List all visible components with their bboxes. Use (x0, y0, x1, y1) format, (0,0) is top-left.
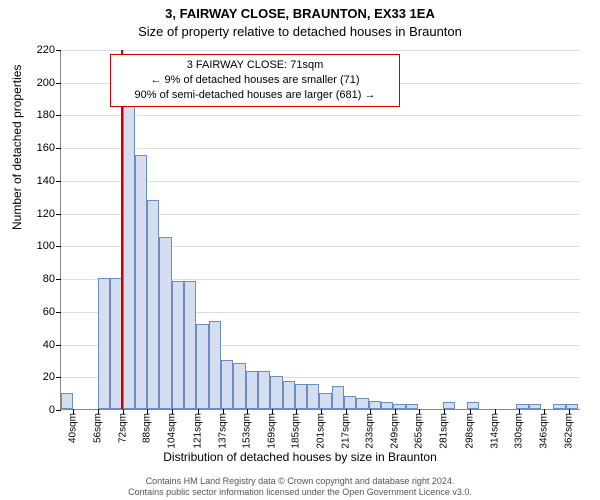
histogram-bar (147, 200, 159, 409)
ytick-mark (56, 246, 61, 247)
histogram-bar (369, 401, 381, 409)
xtick-label: 233sqm (365, 413, 376, 449)
histogram-bar (159, 237, 171, 409)
histogram-bar (135, 155, 147, 409)
histogram-bar (381, 402, 393, 409)
ytick-mark (56, 181, 61, 182)
histogram-bar (406, 404, 418, 409)
histogram-bar (356, 398, 368, 409)
histogram-bar (516, 404, 528, 409)
xtick-label: 314sqm (489, 413, 500, 449)
xtick-label: 153sqm (242, 413, 253, 449)
histogram-bar (196, 324, 208, 409)
ytick-mark (56, 377, 61, 378)
ytick-mark (56, 50, 61, 51)
ytick-label: 80 (43, 273, 55, 285)
gridline (61, 148, 580, 149)
page-subtitle: Size of property relative to detached ho… (0, 24, 600, 39)
page-title: 3, FAIRWAY CLOSE, BRAUNTON, EX33 1EA (0, 6, 600, 21)
histogram-bar (61, 393, 73, 409)
xtick-label: 56sqm (92, 413, 103, 443)
histogram-bar (172, 281, 184, 409)
ytick-mark (56, 214, 61, 215)
xtick-label: 169sqm (266, 413, 277, 449)
gridline (61, 115, 580, 116)
histogram-bar (221, 360, 233, 409)
xtick-label: 281sqm (439, 413, 450, 449)
histogram-bar (233, 363, 245, 409)
xtick-label: 298sqm (465, 413, 476, 449)
attribution-line-1: Contains HM Land Registry data © Crown c… (0, 476, 600, 487)
xtick-label: 362sqm (563, 413, 574, 449)
histogram-bar (319, 393, 331, 409)
histogram-bar (295, 384, 307, 409)
histogram-bar (553, 404, 565, 409)
xtick-label: 217sqm (340, 413, 351, 449)
xtick-label: 72sqm (117, 413, 128, 443)
histogram-bar (344, 396, 356, 409)
ytick-label: 120 (37, 208, 55, 220)
info-box-line: 3 FAIRWAY CLOSE: 71sqm (117, 58, 393, 73)
info-box-line: 90% of semi-detached houses are larger (… (117, 88, 393, 103)
histogram-bar (467, 402, 479, 409)
xtick-label: 330sqm (514, 413, 525, 449)
xtick-label: 185sqm (291, 413, 302, 449)
histogram-bar (270, 376, 282, 409)
ytick-label: 180 (37, 109, 55, 121)
histogram-bar (258, 371, 270, 409)
ytick-label: 60 (43, 306, 55, 318)
xtick-label: 137sqm (217, 413, 228, 449)
attribution-footer: Contains HM Land Registry data © Crown c… (0, 476, 600, 499)
ytick-mark (56, 312, 61, 313)
ytick-label: 100 (37, 240, 55, 252)
attribution-line-2: Contains public sector information licen… (0, 487, 600, 498)
ytick-label: 0 (49, 404, 55, 416)
gridline (61, 50, 580, 51)
ytick-mark (56, 279, 61, 280)
ytick-label: 20 (43, 371, 55, 383)
histogram-bar (566, 404, 578, 409)
histogram-bar (283, 381, 295, 409)
ytick-label: 160 (37, 142, 55, 154)
histogram-bar (307, 384, 319, 409)
ytick-mark (56, 115, 61, 116)
info-box-line: ← 9% of detached houses are smaller (71) (117, 73, 393, 88)
ytick-label: 40 (43, 339, 55, 351)
xtick-label: 265sqm (414, 413, 425, 449)
ytick-label: 200 (37, 77, 55, 89)
y-axis-label: Number of detached properties (10, 65, 24, 230)
xtick-label: 104sqm (166, 413, 177, 449)
xtick-label: 346sqm (539, 413, 550, 449)
xtick-label: 249sqm (389, 413, 400, 449)
histogram-bar (98, 278, 110, 409)
histogram-bar (529, 404, 541, 409)
histogram-bar (246, 371, 258, 409)
ytick-mark (56, 83, 61, 84)
xtick-label: 201sqm (316, 413, 327, 449)
ytick-mark (56, 410, 61, 411)
histogram-bar (123, 101, 135, 409)
histogram-bar (332, 386, 344, 409)
info-box: 3 FAIRWAY CLOSE: 71sqm← 9% of detached h… (110, 54, 400, 107)
ytick-label: 140 (37, 175, 55, 187)
histogram-bar (184, 281, 196, 409)
ytick-label: 220 (37, 44, 55, 56)
xtick-label: 88sqm (142, 413, 153, 443)
xtick-label: 40sqm (68, 413, 79, 443)
x-axis-label: Distribution of detached houses by size … (0, 450, 600, 464)
ytick-mark (56, 148, 61, 149)
xtick-label: 121sqm (192, 413, 203, 449)
histogram-bar (209, 321, 221, 409)
ytick-mark (56, 345, 61, 346)
